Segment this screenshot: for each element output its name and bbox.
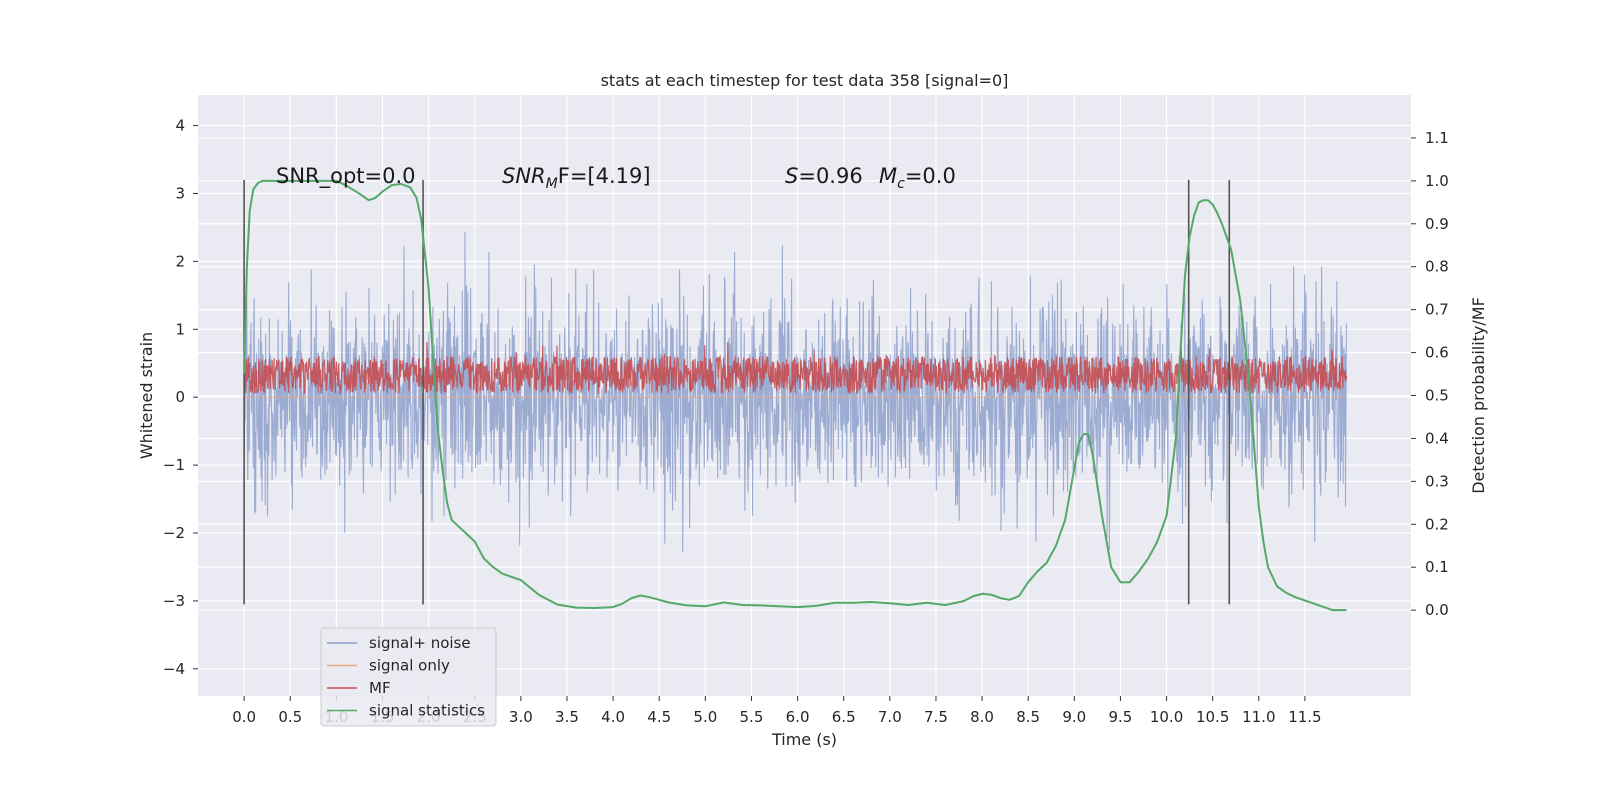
annotation-mc-value: =0.0 [905,164,956,188]
series-signal-noise [243,231,1347,553]
legend-box [320,627,497,727]
x-tick-label: 8.0 [970,708,994,726]
x-tick-label: 3.0 [509,708,533,726]
legend-label-mf: MF [369,679,391,697]
y-tick-label-left: −3 [163,592,185,610]
x-tick-label: 4.0 [601,708,625,726]
y-axis-label-left: Whitened strain [137,332,156,459]
y-tick-label-right: 0.7 [1425,301,1449,319]
x-tick-label: 10.0 [1150,708,1183,726]
y-axis-label-right: Detection probability/MF [1469,297,1488,494]
annotation-snr-mf-value: F=[4.19] [558,164,651,188]
x-tick-label: 10.5 [1196,708,1229,726]
y-tick-label-right: 1.0 [1425,172,1449,190]
annotations: SNR_opt=0.0 SNRMF=[4.19] S=0.96 Mc=0.0 [276,164,956,192]
x-tick-label: 9.5 [1109,708,1133,726]
y-tick-label-right: 1.1 [1425,129,1449,147]
annotation-mc: Mc=0.0 [879,164,956,192]
y-tick-label-right: 0.5 [1425,387,1449,405]
y-tick-label-left: 1 [175,320,185,338]
y-tick-label-right: 0.1 [1425,558,1449,576]
y-tick-label-right: 0.2 [1425,515,1449,533]
x-tick-label: 5.5 [740,708,764,726]
chart-title: stats at each timestep for test data 358… [601,71,1009,90]
y-tick-label-right: 0.6 [1425,344,1449,362]
x-tick-label: 6.5 [832,708,856,726]
annotation-snr-opt: SNR_opt=0.0 [276,164,416,189]
signal-statistics-layer [243,179,1347,612]
y-tick-label-right: 0.9 [1425,215,1449,233]
annotation-s: S=0.96 [785,164,863,188]
legend-label-signal-only: signal only [369,657,450,675]
annotation-s-value: =0.96 [798,164,862,188]
annotation-mc-symbol: M [879,164,897,188]
y-tick-label-left: 0 [175,388,185,406]
legend-label-signal-statistics: signal statistics [369,702,485,720]
annotation-mc-subscript: c [897,176,905,192]
y-tick-label-left: 2 [175,252,185,270]
y-tick-label-left: −4 [163,660,185,678]
y-tick-label-right: 0.0 [1425,601,1449,619]
series-signal-statistics [243,179,1347,612]
x-tick-label: 0.5 [278,708,302,726]
series-mf [243,341,1347,396]
x-tick-label: 7.5 [924,708,948,726]
y-tick-label-right: 0.4 [1425,429,1449,447]
x-tick-label: 0.0 [232,708,256,726]
legend: signal+ noise signal only MF signal stat… [320,627,497,727]
annotation-s-symbol: S [785,164,798,188]
y-tick-label-left: −2 [163,524,185,542]
annotation-snr-mf-subscript: M [546,176,558,192]
y-tick-label-left: 4 [175,117,185,135]
annotation-snr-mf-symbol: SNR [502,164,546,188]
data-layer [243,231,1347,553]
y-tick-label-right: 0.8 [1425,258,1449,276]
x-tick-label: 11.0 [1242,708,1275,726]
y-tick-label-right: 0.3 [1425,472,1449,490]
x-tick-label: 4.5 [647,708,671,726]
y-tick-label-left: −1 [163,456,185,474]
y-tick-label-left: 3 [175,184,185,202]
x-tick-label: 7.0 [878,708,902,726]
x-tick-label: 9.0 [1062,708,1086,726]
x-tick-label: 5.0 [693,708,717,726]
legend-label-signal-noise: signal+ noise [369,634,471,652]
x-tick-label: 6.0 [786,708,810,726]
x-tick-label: 11.5 [1288,708,1321,726]
x-axis-label: Time (s) [771,730,837,749]
x-tick-label: 3.5 [555,708,579,726]
annotation-snr-mf: SNRMF=[4.19] [502,164,651,192]
x-tick-label: 8.5 [1016,708,1040,726]
